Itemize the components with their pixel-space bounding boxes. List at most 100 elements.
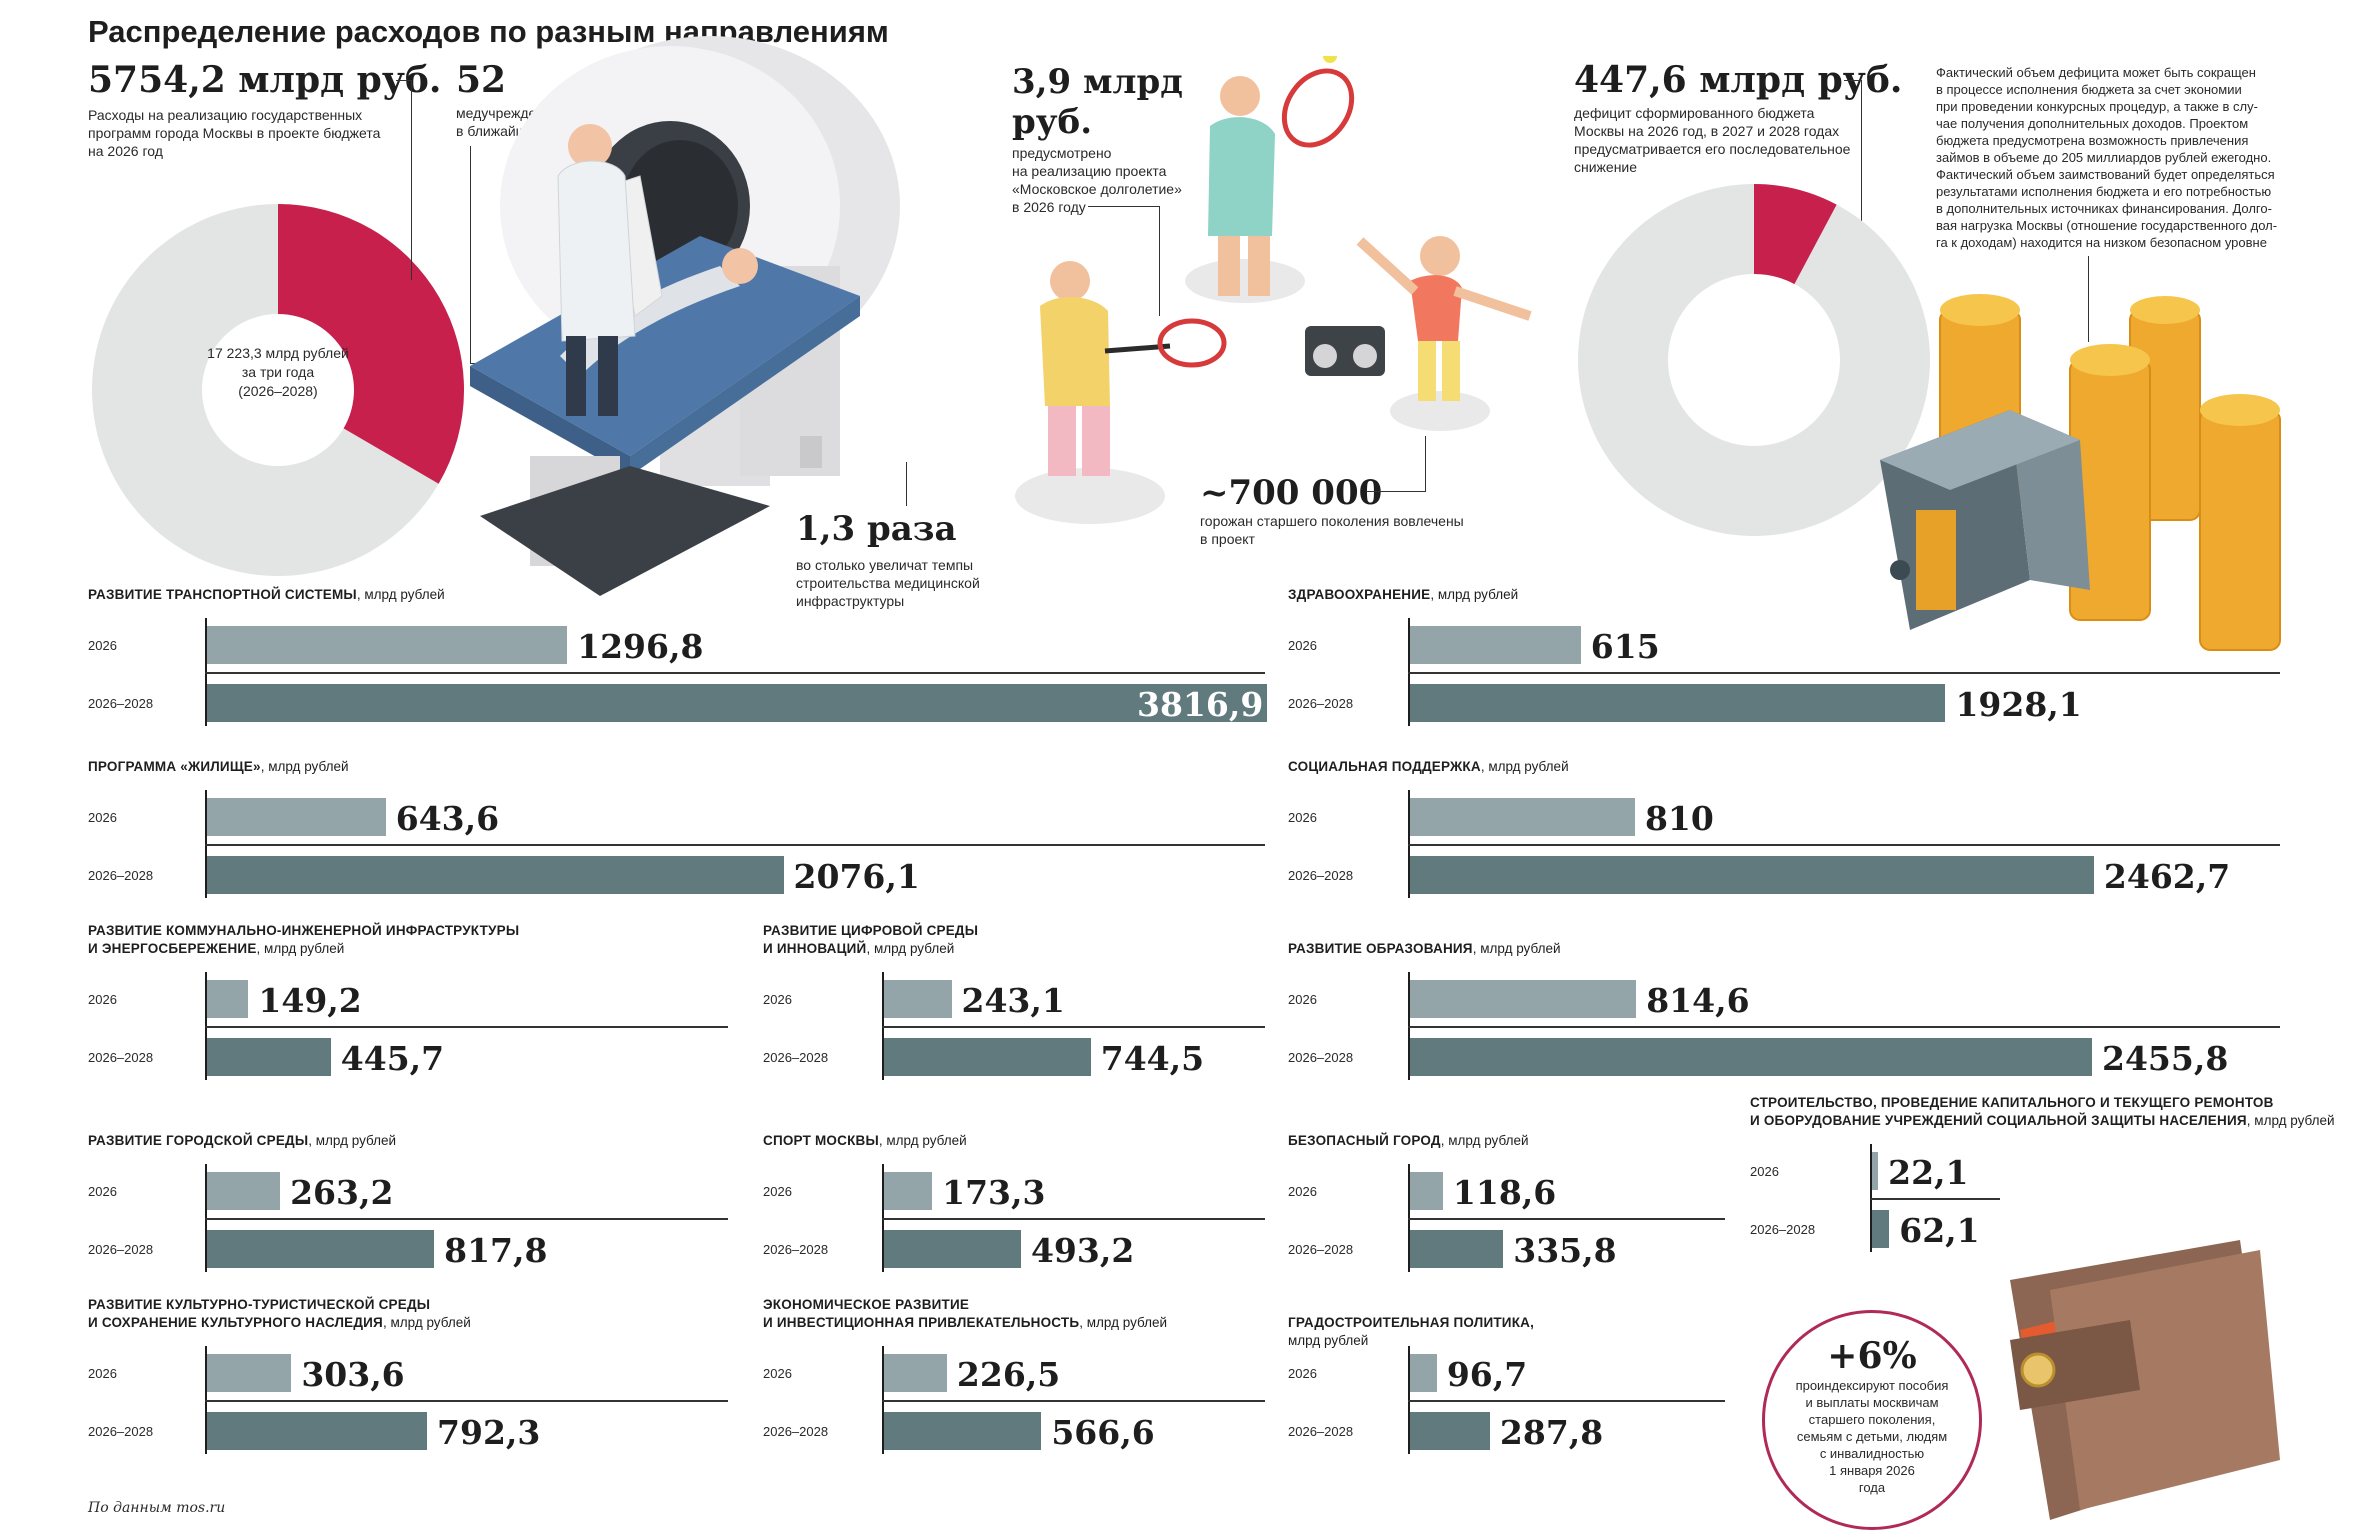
bar-value-label: 2462,7	[2103, 857, 2231, 896]
bar-2026	[1410, 798, 1635, 836]
bar-value-label: 615	[1590, 627, 1660, 666]
desc-line: дефицит сформированного бюджета	[1574, 105, 1815, 121]
seniors-desc: горожан старшего поколения вовлечены в п…	[1200, 512, 1464, 548]
bar-separator	[205, 1218, 728, 1220]
row-label-2026-2028: 2026–2028	[763, 1242, 829, 1257]
badge-line: 1 января 2026	[1829, 1463, 1915, 1478]
panel-title-line: и оборудование учреждений социальной защ…	[1750, 1112, 2335, 1130]
panel-title: Здравоохранение, млрд рублей	[1288, 586, 1518, 604]
bar-value-label: 303,6	[301, 1355, 405, 1394]
note-line: вая нагрузка Москвы (отношение государст…	[1936, 218, 2278, 233]
desc-line: предусматривается его последовательное	[1574, 141, 1851, 157]
total-callout-line	[396, 80, 412, 280]
bar-value-label: 3816,9	[1137, 685, 1264, 724]
donut-slice-rest	[1578, 184, 1930, 536]
deficit-callout-line	[1844, 80, 1862, 260]
bar-2026-2028	[1410, 1412, 1490, 1450]
bar-value-label: 810	[1644, 799, 1714, 838]
panel-title-text: Здравоохранение	[1288, 587, 1431, 602]
deficit-donut-chart	[1578, 184, 1930, 536]
bar-value-label: 226,5	[956, 1355, 1061, 1394]
note-callout-line	[2088, 256, 2090, 342]
medical-speed-value: 1,3 раза	[796, 509, 957, 549]
bar-value-label: 1296,8	[577, 627, 704, 666]
donut-center-line: (2026–2028)	[238, 383, 318, 399]
panel-title: Градостроительная политика, млрд рублей	[1288, 1314, 1534, 1350]
bar-value-label: 173,3	[942, 1173, 1046, 1212]
panel-title-text: и энергосбережение	[88, 941, 257, 956]
row-label-2026-2028: 2026–2028	[763, 1424, 829, 1439]
note-line: займов в объеме до 205 миллиардов рублей…	[1936, 150, 2272, 165]
desc-line: горожан старшего поколения вовлечены	[1200, 513, 1464, 529]
badge-line: старшего поколения,	[1808, 1412, 1936, 1427]
donut-center-label: 17 223,3 млрд рублей за три года (2026–2…	[178, 344, 378, 401]
bar-value-label: 566,6	[1051, 1413, 1155, 1452]
bar-2026	[1410, 980, 1637, 1018]
panel-title-line: Экономическое развитие	[763, 1296, 1167, 1314]
badge-line: и выплаты москвичам	[1805, 1395, 1939, 1410]
bar-separator	[882, 1400, 1265, 1402]
bar-value-label: 744,5	[1100, 1039, 1205, 1078]
bar-2026	[884, 980, 952, 1018]
seniors-callout-line	[1366, 436, 1426, 492]
row-label-2026: 2026	[88, 992, 117, 1007]
bar-2026	[1410, 1354, 1437, 1392]
panel-title-text: Градостроительная политика,	[1288, 1315, 1535, 1330]
badge-line: проиндексируют пособия	[1795, 1378, 1949, 1393]
panel-title-line: млрд рублей	[1288, 1332, 1534, 1350]
bar-value-label: 149,2	[258, 981, 362, 1020]
desc-line: на 2026 год	[88, 143, 163, 159]
panel-title-text: Развитие коммунально-инженерной инфрастр…	[88, 923, 520, 938]
panel-title: Развитие культурно-туристической среды и …	[88, 1296, 471, 1332]
row-label-2026-2028: 2026–2028	[1750, 1222, 1816, 1237]
budget-donut-chart	[92, 204, 464, 576]
bar-separator	[882, 1026, 1265, 1028]
desc-line: строительства медицинской	[796, 575, 980, 591]
bar-value-label: 22,1	[1888, 1153, 1969, 1192]
bar-2026	[207, 1354, 292, 1392]
bar-value-label: 814,6	[1646, 981, 1750, 1020]
desc-line: программ города Москвы в проекте бюджета	[88, 125, 381, 141]
longevity-callout-line	[1088, 206, 1160, 316]
row-label-2026-2028: 2026–2028	[88, 868, 154, 883]
panel-title-text: и инноваций	[763, 941, 867, 956]
panel-title-line: Программа «Жилище», млрд рублей	[88, 758, 349, 776]
panel-unit: , млрд рублей	[356, 587, 445, 602]
panel-title-line: Развитие коммунально-инженерной инфрастр…	[88, 922, 519, 940]
bar-2026-2028	[1410, 1230, 1504, 1268]
desc-line: в проект	[1200, 531, 1255, 547]
row-label-2026: 2026	[88, 1366, 117, 1381]
panel-title-text: Экономическое развитие	[763, 1297, 970, 1312]
panel-unit: , млрд рублей	[260, 759, 349, 774]
bar-separator	[1408, 672, 2280, 674]
row-label-2026-2028: 2026–2028	[1288, 1050, 1354, 1065]
panel-title-text: и оборудование учреждений социальной защ…	[1750, 1113, 2247, 1128]
panel-title-text: Социальная поддержка	[1288, 759, 1481, 774]
bar-value-label: 643,6	[395, 799, 500, 838]
note-line: чае получения дополнительных доходов. Пр…	[1936, 116, 2249, 131]
bar-value-label: 118,6	[1452, 1173, 1557, 1212]
panel-title: Развитие коммунально-инженерной инфрастр…	[88, 922, 519, 958]
panel-unit: , млрд рублей	[308, 1133, 397, 1148]
panel-unit: , млрд рублей	[878, 1133, 967, 1148]
bar-value-label: 335,8	[1513, 1231, 1617, 1270]
bar-2026-2028	[884, 1230, 1021, 1268]
panel-title-text: и инвестиционная привлекательность	[763, 1315, 1080, 1330]
desc-line: Москвы на 2026 год, в 2027 и 2028 годах	[1574, 123, 1840, 139]
bar-2026-2028	[1410, 684, 1946, 722]
note-line: Фактический объем дефицита может быть со…	[1936, 65, 2256, 80]
row-label-2026-2028: 2026–2028	[763, 1050, 829, 1065]
desc-line: предусмотрено	[1012, 145, 1112, 161]
longevity-value: 3,9 млрд руб.	[1012, 62, 1183, 142]
note-line: га к доходам) находится на низком безопа…	[1936, 235, 2267, 250]
row-label-2026-2028: 2026–2028	[1288, 1242, 1354, 1257]
bar-value-label: 1928,1	[1955, 685, 2082, 724]
panel-title-line: Развитие транспортной системы, млрд рубл…	[88, 586, 445, 604]
bar-value-label: 445,7	[340, 1039, 445, 1078]
donut-slice-deficit	[1754, 184, 1837, 285]
panel-title: Спорт Москвы, млрд рублей	[763, 1132, 967, 1150]
bar-separator	[1408, 1026, 2280, 1028]
row-label-2026-2028: 2026–2028	[88, 1424, 154, 1439]
row-label-2026: 2026	[1288, 992, 1317, 1007]
wallet-illustration	[2010, 1240, 2280, 1520]
